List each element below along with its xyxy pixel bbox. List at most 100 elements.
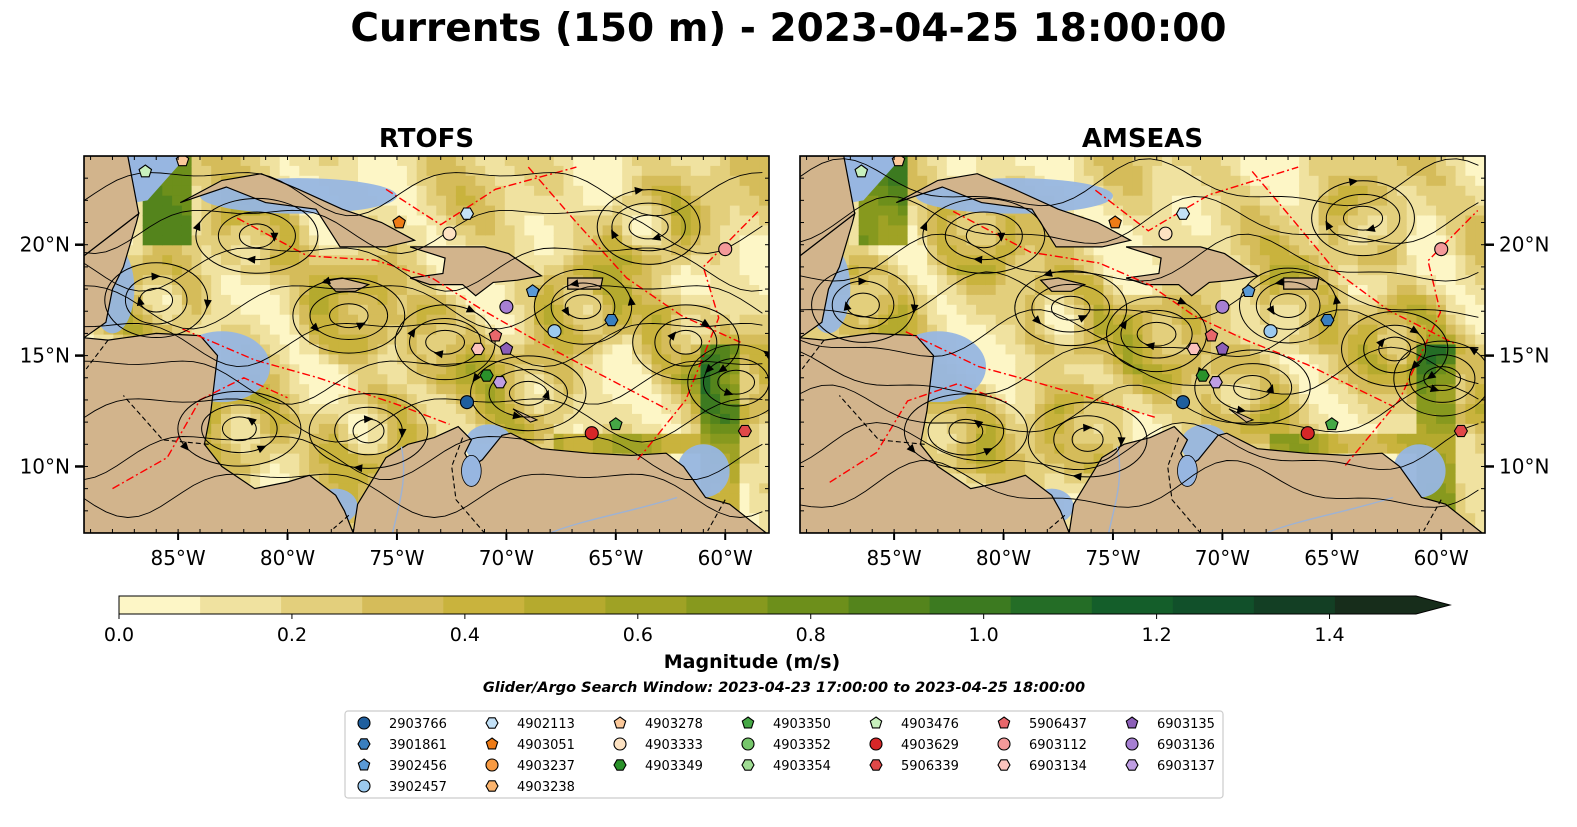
colorbar-segment	[767, 596, 850, 614]
streamline-arrow	[843, 301, 852, 311]
legend-label: 6903134	[1029, 759, 1087, 774]
streamline	[195, 197, 319, 274]
float-marker	[525, 284, 540, 298]
float-marker	[1434, 242, 1449, 257]
y-tick-label: 10°N	[1499, 454, 1549, 478]
streamline-arrow	[1365, 224, 1376, 232]
colorbar-tick-label: 0.6	[623, 624, 653, 646]
streamline	[1194, 349, 1311, 426]
streamline-arrow	[634, 186, 644, 195]
float-marker	[584, 426, 599, 441]
streamline	[800, 233, 1479, 282]
legend-marker	[869, 716, 883, 729]
legend-label: 4903278	[645, 717, 703, 732]
streamline-arrow	[973, 255, 983, 264]
streamline-arrow	[910, 304, 919, 314]
colorbar-segment	[605, 596, 687, 614]
streamline	[308, 393, 429, 469]
colorbar-label: Magnitude (m/s)	[664, 651, 841, 673]
x-tick-label: 70°W	[479, 546, 534, 570]
river	[549, 496, 678, 533]
streamline-arrow	[705, 364, 714, 374]
float-marker	[1186, 342, 1202, 356]
river	[1265, 496, 1394, 533]
streamline	[611, 202, 686, 252]
streamline-arrow	[1072, 472, 1082, 481]
streamline-arrow	[627, 296, 636, 306]
streamline	[292, 277, 406, 354]
streamline	[1342, 205, 1384, 231]
colorbar-tick-label: 0.8	[796, 624, 826, 646]
panel-title: AMSEAS	[1082, 124, 1203, 154]
streamline-arrow	[1274, 278, 1285, 286]
figure-title: Currents (150 m) - 2023-04-25 18:00:00	[350, 6, 1227, 51]
float-marker	[1453, 424, 1469, 438]
streamline	[596, 189, 701, 265]
front-line	[952, 210, 1393, 407]
streamline	[217, 211, 296, 261]
land-masses	[800, 156, 1484, 533]
front-line	[829, 383, 1010, 483]
streamline-arrow	[1469, 347, 1479, 356]
streamline-arrow	[651, 233, 662, 241]
streamline	[1255, 281, 1321, 330]
legend-label: 5906437	[1029, 717, 1087, 732]
float-marker	[499, 299, 514, 314]
streamline	[84, 360, 763, 405]
colorbar-tick-label: 1.2	[1141, 624, 1171, 646]
land-polygon	[84, 212, 140, 339]
yucatan	[84, 156, 140, 257]
streamline-arrow	[1266, 305, 1275, 315]
float-marker	[479, 369, 494, 382]
streamline-arrow	[270, 232, 279, 242]
legend-label: 4903350	[773, 717, 831, 732]
legend-label: 4903354	[773, 759, 831, 774]
streamline	[948, 418, 984, 444]
float-marker	[891, 156, 906, 167]
streamline	[488, 368, 568, 418]
streamline	[1325, 193, 1401, 243]
float-marker	[854, 164, 869, 178]
legend-marker	[357, 716, 371, 730]
streamline	[533, 268, 633, 345]
colorbar-segment	[929, 596, 1012, 614]
streamline	[84, 247, 763, 292]
legend-marker	[485, 737, 499, 750]
legend-marker	[485, 780, 499, 792]
float-marker	[737, 424, 753, 438]
panel-title: RTOFS	[379, 124, 474, 154]
streamline	[1027, 401, 1148, 478]
legend-label: 3901861	[389, 738, 447, 753]
streamline	[84, 285, 763, 330]
legend-marker	[357, 758, 371, 771]
streamline	[564, 294, 602, 320]
country-border	[707, 499, 726, 532]
colorbar-segment	[686, 596, 768, 614]
colorbar-segment	[1334, 596, 1417, 614]
legend-marker	[741, 759, 755, 771]
streamline	[470, 355, 587, 432]
float-marker	[1208, 376, 1223, 389]
streamline-arrow	[611, 229, 619, 240]
land-polygon	[409, 246, 543, 297]
streamline-arrow	[1411, 360, 1421, 370]
streamline-arrow	[246, 255, 256, 264]
streamline-arrow	[1118, 319, 1127, 330]
streamline	[687, 344, 769, 421]
streamline-arrow	[180, 441, 189, 451]
legend-marker	[1125, 737, 1139, 751]
float-marker	[1324, 417, 1339, 431]
float-marker	[1175, 395, 1191, 410]
x-tick-label: 85°W	[150, 546, 205, 570]
streamline-arrow	[433, 350, 444, 359]
streamline-arrow	[906, 443, 916, 454]
streamline	[84, 398, 763, 443]
streamline-arrow	[561, 306, 570, 317]
colorbar-segment	[524, 596, 606, 614]
streamline	[84, 172, 763, 217]
streamline-arrow	[1032, 315, 1042, 325]
map-panel-rtofs: 85°W 80°W 75°W 70°W 65°W 60°W 10°N 15°N 20°N RTOF…	[20, 124, 770, 570]
streamlines	[800, 158, 1485, 508]
streamline-arrow	[717, 364, 728, 373]
legend-label: 4903051	[517, 738, 575, 753]
